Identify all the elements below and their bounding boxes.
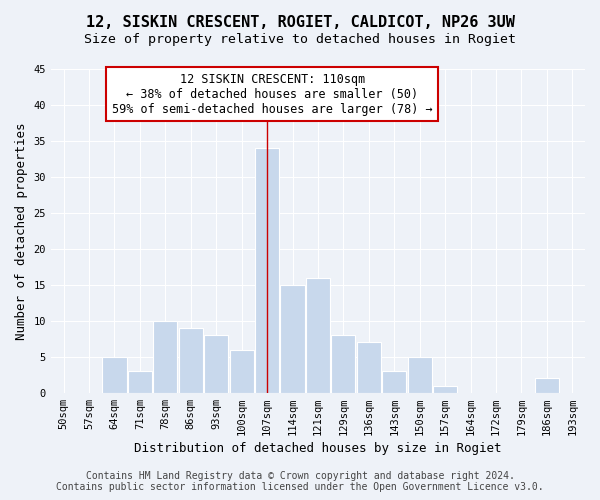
- Text: 12 SISKIN CRESCENT: 110sqm
← 38% of detached houses are smaller (50)
59% of semi: 12 SISKIN CRESCENT: 110sqm ← 38% of deta…: [112, 72, 433, 116]
- Text: Contains HM Land Registry data © Crown copyright and database right 2024.
Contai: Contains HM Land Registry data © Crown c…: [56, 471, 544, 492]
- Bar: [103, 356, 127, 392]
- Text: 12, SISKIN CRESCENT, ROGIET, CALDICOT, NP26 3UW: 12, SISKIN CRESCENT, ROGIET, CALDICOT, N…: [86, 15, 514, 30]
- Y-axis label: Number of detached properties: Number of detached properties: [15, 122, 28, 340]
- Bar: [255, 148, 279, 392]
- Bar: [382, 371, 406, 392]
- Bar: [153, 321, 178, 392]
- Bar: [204, 335, 229, 392]
- Bar: [331, 335, 355, 392]
- X-axis label: Distribution of detached houses by size in Rogiet: Distribution of detached houses by size …: [134, 442, 502, 455]
- Bar: [535, 378, 559, 392]
- Bar: [128, 371, 152, 392]
- Bar: [407, 356, 432, 392]
- Bar: [230, 350, 254, 393]
- Bar: [433, 386, 457, 392]
- Bar: [179, 328, 203, 392]
- Text: Size of property relative to detached houses in Rogiet: Size of property relative to detached ho…: [84, 32, 516, 46]
- Bar: [357, 342, 381, 392]
- Bar: [280, 285, 305, 393]
- Bar: [306, 278, 330, 392]
